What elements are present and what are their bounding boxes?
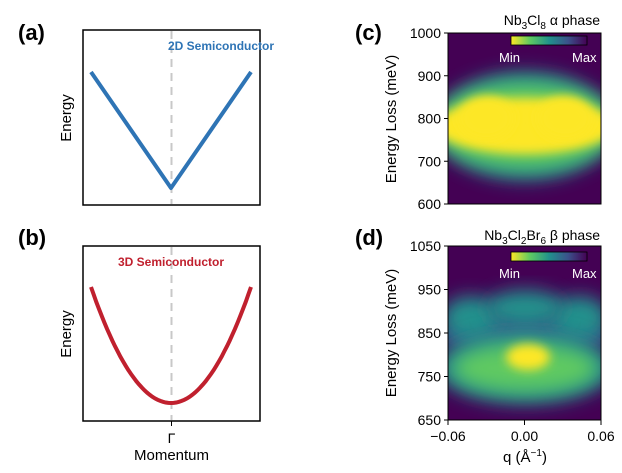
annotation-3d: 3D Semiconductor — [118, 255, 224, 269]
ytick-label: 750 — [418, 369, 442, 385]
series-line-b — [89, 286, 253, 406]
ylabel-a: Energy — [58, 94, 75, 142]
series-line-a — [89, 70, 253, 190]
title-d: Nb3Cl2Br6 β phase — [484, 227, 600, 247]
panel-label-d: (d) — [355, 225, 383, 250]
panel-label-b: (b) — [18, 225, 46, 250]
panel-label-a: (a) — [18, 20, 45, 45]
panel-label-c: (c) — [355, 20, 382, 45]
ylabel-c: Energy Loss (meV) — [383, 55, 400, 183]
annotation-2d: 2D Semiconductor — [168, 39, 274, 53]
ytick-label: 1000 — [410, 25, 441, 41]
ylabel-d: Energy Loss (meV) — [383, 269, 400, 397]
ytick-label: 950 — [418, 282, 442, 298]
ytick-label: 600 — [418, 196, 442, 212]
ytick-label: 650 — [418, 412, 442, 428]
xlabel-d: q (Å−1) — [503, 448, 547, 466]
ytick-label: 900 — [418, 68, 442, 84]
yticks-d: 1050 950 850 750 650 — [410, 238, 448, 428]
colorbar-min-c: Min — [499, 50, 520, 65]
colorbar-max-d: Max — [572, 266, 597, 281]
heatmap-c — [448, 33, 601, 204]
xtick-gamma: Γ — [168, 430, 176, 446]
ytick-label: 850 — [418, 325, 442, 341]
colorbar-min-d: Min — [499, 266, 520, 281]
colorbar-d — [510, 251, 588, 262]
colorbar-max-c: Max — [572, 50, 597, 65]
xticks-d: −0.06 0.00 0.06 — [430, 420, 615, 444]
xtick-label: 0.06 — [587, 428, 614, 444]
ylabel-b: Energy — [58, 310, 75, 358]
xtick-label: −0.06 — [430, 428, 466, 444]
ytick-label: 800 — [418, 111, 442, 127]
xlabel-momentum: Momentum — [134, 447, 209, 464]
ytick-label: 1050 — [410, 238, 441, 254]
colorbar-c — [510, 35, 588, 46]
heatmap-d — [448, 246, 601, 420]
xtick-label: 0.00 — [511, 428, 538, 444]
ytick-label: 700 — [418, 153, 442, 169]
yticks-c: 1000 900 800 700 600 — [410, 25, 448, 212]
plot-frame-a — [82, 29, 261, 206]
title-c: Nb3Cl8 α phase — [504, 12, 600, 32]
